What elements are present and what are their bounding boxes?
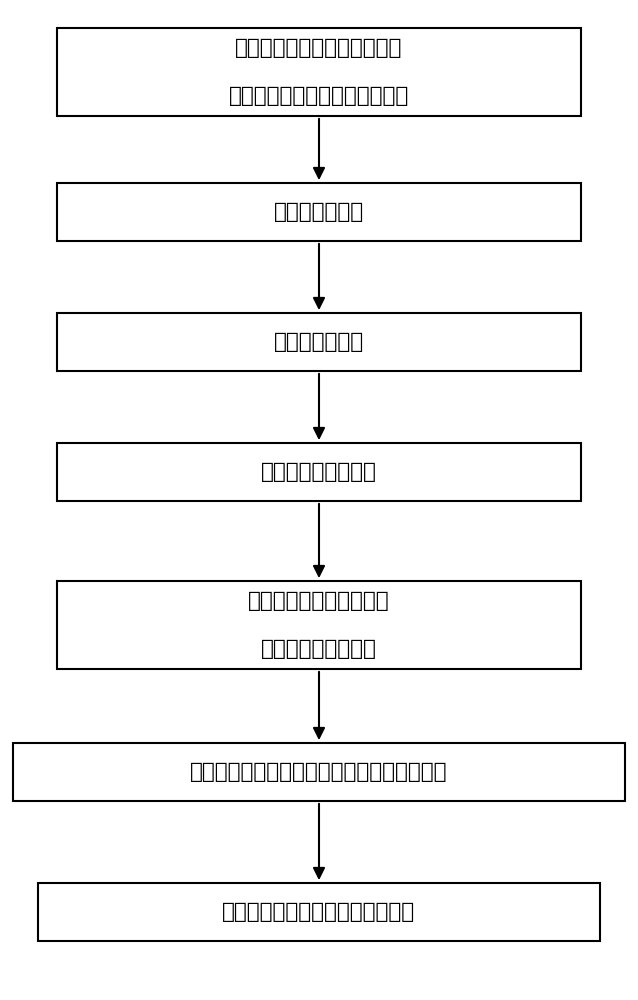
Text: 截取部分电化铝检测: 截取部分电化铝检测 (261, 462, 377, 482)
Bar (13, 743, 625, 801)
Bar (57, 443, 581, 501)
Text: 制备烫金验证版: 制备烫金验证版 (274, 202, 364, 222)
Bar (57, 28, 581, 116)
Text: 准备电化铝验证用的烫金设备: 准备电化铝验证用的烫金设备 (235, 38, 403, 58)
Text: 检查烫金设备上各装置是否正常: 检查烫金设备上各装置是否正常 (229, 86, 409, 106)
Text: 逐渐增加压力试烫印: 逐渐增加压力试烫印 (261, 639, 377, 659)
Bar (38, 883, 600, 941)
Bar (57, 581, 581, 669)
Text: 安装烫金验证版: 安装烫金验证版 (274, 332, 364, 352)
Bar (57, 183, 581, 241)
Text: 调节烫印温度、合压时间和烫印压力进行烫印: 调节烫印温度、合压时间和烫印压力进行烫印 (190, 762, 448, 782)
Text: 根据烫印效果进行判定并记录参数: 根据烫印效果进行判定并记录参数 (223, 902, 415, 922)
Bar (57, 313, 581, 371)
Text: 设定烫印温度和合压时间: 设定烫印温度和合压时间 (248, 591, 390, 611)
